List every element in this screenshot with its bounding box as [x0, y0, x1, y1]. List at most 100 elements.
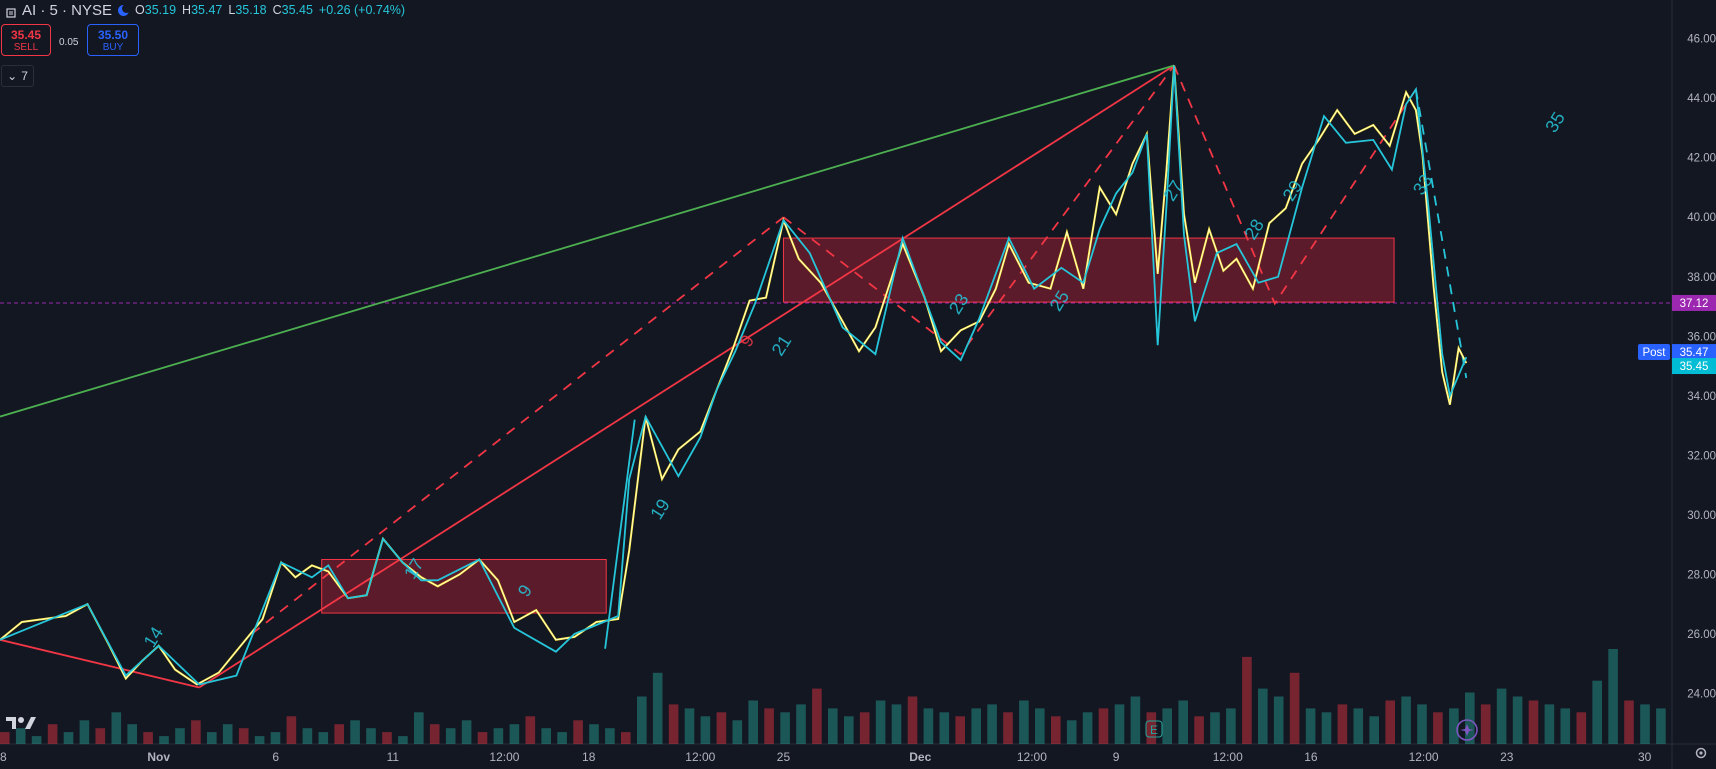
chevron-down-icon: ⌄ — [7, 69, 18, 83]
wave-count-label: 9 — [736, 331, 758, 350]
volume-bar — [1480, 704, 1491, 744]
symbol-menu-icon[interactable] — [6, 5, 16, 18]
volume-bar — [1019, 700, 1029, 744]
volume-bar — [1496, 688, 1507, 744]
volume-bar — [1512, 696, 1523, 744]
volume-bar — [1417, 704, 1427, 744]
buy-price: 35.50 — [97, 28, 129, 42]
volume-bar — [939, 712, 950, 744]
volume-bar — [1385, 700, 1395, 744]
volume-bar — [238, 728, 249, 744]
y-tick-label: 42.00 — [1687, 153, 1716, 165]
volume-bar — [1353, 708, 1364, 744]
volume-bar — [971, 708, 981, 744]
market-status-icon — [118, 3, 132, 16]
volume-bar — [191, 720, 201, 745]
change-value: +0.26 (+0.74%) — [318, 3, 406, 17]
volume-bar — [1592, 680, 1602, 744]
volume-bar — [844, 716, 854, 744]
volume-bar — [334, 724, 344, 744]
x-tick-label: 30 — [1638, 750, 1652, 764]
volume-bar — [79, 720, 90, 745]
volume-bar — [1003, 712, 1013, 744]
volume-bar — [31, 736, 42, 744]
volume-bar — [1194, 716, 1204, 744]
volume-bar — [1114, 704, 1125, 744]
trend-line — [1173, 65, 1417, 306]
sell-button[interactable]: 35.45 SELL — [1, 24, 51, 56]
volume-bar — [1242, 656, 1252, 744]
x-tick-label: 6 — [272, 750, 279, 764]
tradingview-logo-icon[interactable] — [5, 714, 37, 737]
volume-bar — [1528, 700, 1539, 744]
volume-bar — [270, 732, 281, 744]
trend-line — [251, 216, 785, 635]
volume-bar — [398, 736, 408, 744]
y-tick-label: 30.00 — [1687, 510, 1716, 522]
trend-line — [198, 64, 1175, 689]
y-tick-label: 26.00 — [1687, 629, 1716, 641]
x-tick-label: 25 — [777, 750, 791, 764]
volume-bar — [525, 716, 536, 744]
volume-bar — [923, 708, 934, 744]
last-price-badge: 35.45 — [1680, 361, 1709, 373]
volume-bar — [700, 716, 711, 744]
zigzag-wave-line — [0, 65, 1468, 686]
trend-line — [0, 64, 1175, 418]
y-tick-label: 36.00 — [1687, 331, 1716, 343]
volume-bar — [1146, 712, 1157, 744]
volume-bar — [621, 732, 631, 744]
volume-bar — [95, 728, 106, 744]
last-price-badge-bg — [1672, 358, 1716, 375]
wave-count-label: 19 — [646, 495, 674, 523]
indicators-toggle[interactable]: ⌄ 7 — [1, 65, 34, 87]
volume-bar — [127, 724, 137, 744]
volume-bar — [493, 728, 504, 744]
x-tick-label: Nov — [147, 750, 170, 764]
volume-bar — [1051, 716, 1061, 744]
volume-bar — [557, 732, 567, 744]
volume-bar — [366, 728, 376, 744]
volume-bar — [748, 700, 758, 744]
volume-bar — [907, 696, 918, 744]
price-axis-panel — [1672, 0, 1716, 769]
buy-button[interactable]: 35.50 BUY — [87, 24, 139, 56]
volume-bar — [764, 708, 774, 744]
volume-bar — [111, 712, 122, 744]
volume-bar — [955, 716, 965, 744]
x-tick-label: 12:00 — [685, 750, 715, 764]
volume-bar — [1401, 696, 1411, 744]
y-tick-label: 32.00 — [1687, 450, 1716, 462]
volume-bar — [668, 704, 679, 744]
x-tick-label: 12:00 — [489, 750, 519, 764]
symbol-title[interactable]: AI · 5 · NYSE — [22, 1, 113, 19]
volume-bar — [987, 704, 997, 744]
sell-label: SELL — [13, 42, 39, 53]
volume-bar — [286, 716, 297, 744]
volume-bar — [1369, 716, 1379, 744]
volume-bar — [414, 712, 424, 744]
post-tag-bg — [1638, 344, 1670, 361]
volume-bar — [1608, 649, 1618, 744]
x-tick-label: 23 — [1500, 750, 1514, 764]
volume-bar — [461, 720, 472, 745]
x-tick-label: 12:00 — [1017, 750, 1047, 764]
wave-count-label: 35 — [1541, 108, 1569, 136]
wave-count-label: 14 — [140, 623, 168, 651]
open-value: 35.19 — [144, 3, 177, 17]
x-tick-label: 16 — [1304, 750, 1318, 764]
volume-bar — [350, 720, 360, 745]
indicators-count: 7 — [21, 69, 28, 83]
volume-bar — [222, 724, 233, 744]
volume-bar — [63, 732, 74, 744]
volume-bar — [716, 712, 727, 744]
volume-bar — [637, 696, 647, 744]
post-price-badge-bg — [1672, 344, 1716, 361]
volume-bar — [429, 724, 440, 744]
volume-bar — [1289, 672, 1300, 745]
settings-gear-icon[interactable] — [1694, 746, 1708, 763]
volume-bar — [652, 672, 663, 745]
high-value: 35.47 — [191, 3, 223, 17]
volume-bar — [254, 736, 265, 744]
